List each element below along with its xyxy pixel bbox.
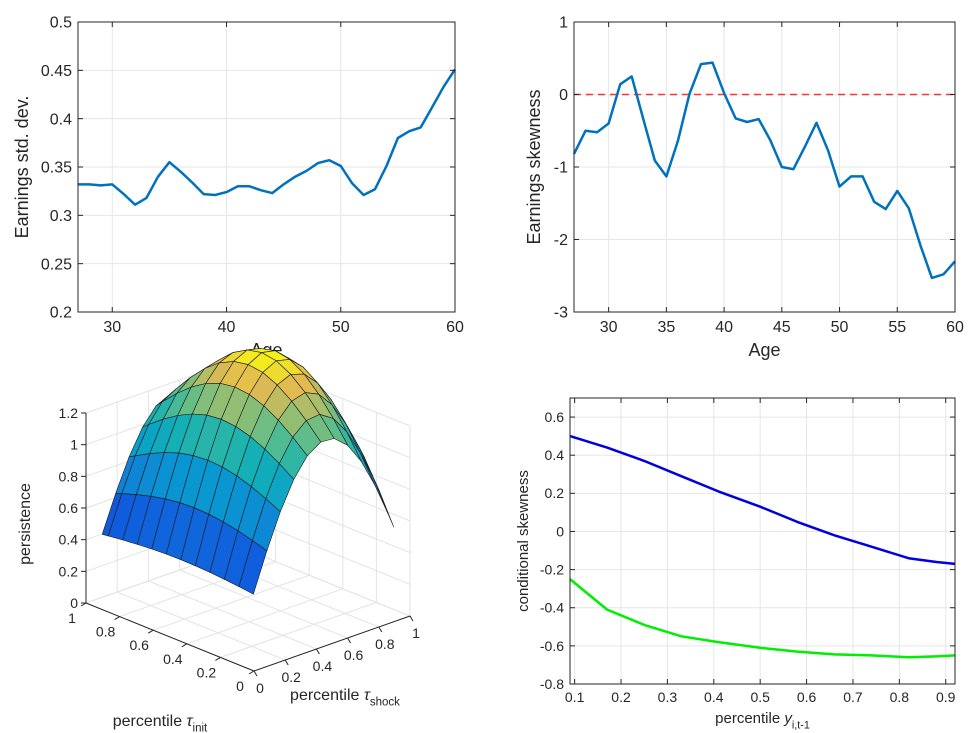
- x-tick-label: 0.9: [936, 689, 956, 705]
- x-tick-label: 0.4: [313, 658, 333, 674]
- x-axis-label: Age: [748, 340, 780, 360]
- x-tick-label: 50: [831, 319, 849, 336]
- y-tick-label: 0: [556, 523, 564, 539]
- y-tick-mark: [215, 656, 221, 661]
- y-tick-label: 0.4: [50, 111, 72, 128]
- y-axis-label: conditional skewness: [515, 470, 532, 612]
- y-tick-label: -0.4: [540, 600, 564, 616]
- y-axis-label: Earnings std. dev.: [12, 96, 32, 239]
- y-tick-label: 1: [68, 610, 76, 626]
- y-tick-label: -0.6: [540, 638, 564, 654]
- y-tick-label: 0.6: [545, 409, 565, 425]
- y-tick-label: 0.2: [50, 305, 72, 322]
- x-tick-label: 0.7: [843, 689, 863, 705]
- x-tick-label: 0.3: [658, 689, 678, 705]
- axis-line-3d: [85, 602, 255, 672]
- x-tick-label: 55: [888, 319, 906, 336]
- chart-panel-1: 30 35 40 45 50 55 60 -3 -2 -1 0 1 Age Earnings skewne…: [524, 15, 964, 360]
- y-tick-label: 0.5: [50, 15, 72, 32]
- x-axis-label: percentile yi,t-1: [715, 710, 810, 731]
- x-tick-label: 0.1: [565, 689, 585, 705]
- z-tick-label: 1: [70, 437, 78, 453]
- z-tick-label: 0.6: [59, 500, 79, 516]
- x-tick-label: 30: [600, 319, 618, 336]
- y-tick-label: -1: [554, 160, 568, 177]
- x-tick-label: 0: [256, 680, 264, 696]
- x-tick-mark: [347, 637, 352, 644]
- y-axis-label: percentile τinit: [113, 713, 208, 733]
- x-tick-label: 1: [412, 625, 420, 641]
- x-tick-mark: [253, 670, 258, 677]
- y-tick-label: 0.25: [41, 256, 72, 273]
- series-line-1: [569, 578, 956, 659]
- chart-panel-3: 0.1 0.2 0.3 0.4 0.5 0.6 0.7 0.8 0.9 -0.8 -0.6 -0.4 -…: [515, 397, 956, 731]
- x-tick-label: 40: [218, 319, 236, 336]
- series-line-0: [78, 68, 457, 206]
- x-tick-mark: [315, 648, 320, 655]
- y-tick-label: 0.2: [197, 664, 217, 680]
- y-tick-label: -0.2: [540, 562, 564, 578]
- surface-gridline: [241, 547, 411, 617]
- y-tick-mark: [248, 670, 255, 675]
- x-tick-label: 30: [103, 319, 121, 336]
- surface-patch: [238, 540, 268, 595]
- y-tick-label: 0.6: [129, 637, 149, 653]
- x-tick-mark: [378, 626, 383, 633]
- z-tick-label: 1.2: [59, 405, 79, 421]
- surface-gridline: [186, 588, 343, 645]
- y-tick-label: 0: [236, 678, 244, 694]
- axis-line-3d: [253, 615, 411, 672]
- chart-panel-2: 00.20.40.60.8100.20.40.60.8100.20.40.60.…: [17, 348, 420, 733]
- z-tick-label: 0.4: [59, 532, 79, 548]
- y-tick-label: -2: [554, 232, 568, 249]
- z-tick-label: 0: [70, 595, 78, 611]
- surface-gridline: [179, 569, 348, 639]
- y-tick-label: 0.3: [50, 208, 72, 225]
- plot-area: [570, 398, 955, 684]
- x-tick-label: 0.8: [375, 636, 395, 652]
- x-tick-label: 0.4: [704, 689, 724, 705]
- x-tick-label: 0.8: [890, 689, 910, 705]
- x-tick-label: 45: [773, 319, 791, 336]
- z-tick-label: 0.2: [59, 563, 79, 579]
- x-tick-label: 60: [446, 319, 464, 336]
- x-tick-label: 60: [946, 319, 964, 336]
- x-tick-label: 35: [657, 319, 675, 336]
- z-axis-label: persistence: [17, 483, 34, 565]
- y-tick-label: 0.4: [545, 447, 565, 463]
- x-tick-mark: [284, 659, 289, 666]
- y-tick-mark: [114, 616, 120, 621]
- y-axis-label: Earnings skewness: [524, 89, 544, 244]
- surface-gridline: [117, 591, 286, 661]
- y-tick-mark: [181, 643, 188, 648]
- x-tick-label: 50: [332, 319, 350, 336]
- x-axis-label: percentile τshock: [290, 687, 400, 709]
- series-line-0: [569, 434, 956, 566]
- y-tick-label: -0.8: [540, 676, 564, 692]
- x-tick-label: 0.2: [611, 689, 631, 705]
- x-tick-label: 0.2: [281, 669, 301, 685]
- surface-gridline: [148, 580, 317, 650]
- surface-gridline: [220, 601, 377, 658]
- x-tick-label: 0.5: [750, 689, 770, 705]
- x-tick-label: 0.6: [344, 647, 364, 663]
- chart-panel-0: 304050600.20.250.30.350.40.450.5AgeEarni…: [12, 15, 464, 360]
- x-tick-label: 40: [715, 319, 733, 336]
- y-tick-label: 1: [559, 15, 568, 32]
- y-tick-mark: [147, 629, 154, 634]
- surface-gridline: [153, 574, 310, 631]
- y-tick-label: 0.4: [163, 651, 183, 667]
- y-tick-label: 0: [559, 87, 568, 104]
- x-tick-mark: [409, 615, 414, 622]
- series-line-0: [572, 61, 956, 280]
- y-tick-label: 0.35: [41, 160, 72, 177]
- axes-frame: [569, 397, 956, 685]
- y-tick-label: 0.2: [545, 485, 565, 501]
- z-tick-label: 0.8: [59, 468, 79, 484]
- x-tick-label: 0.6: [797, 689, 817, 705]
- y-tick-label: -3: [554, 305, 568, 322]
- y-tick-label: 0.8: [96, 624, 116, 640]
- y-tick-label: 0.45: [41, 63, 72, 80]
